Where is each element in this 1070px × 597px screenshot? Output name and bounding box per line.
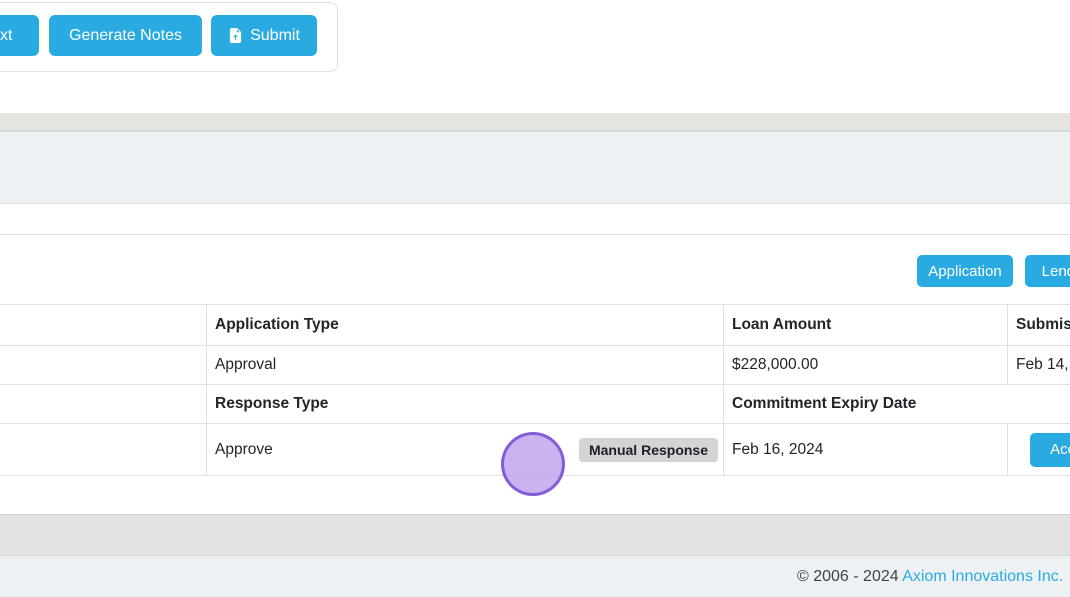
copyright-text: © 2006 - 2024	[797, 568, 899, 585]
application-details-table: Application Type Loan Amount Submission …	[0, 304, 1070, 476]
company-link[interactable]: Axiom Innovations Inc.	[902, 568, 1064, 585]
accept-cell: Accept	[1007, 423, 1070, 476]
empty-header-cell	[0, 384, 207, 424]
collapsed-section-bar[interactable]	[0, 113, 1070, 132]
click-indicator-circle	[501, 432, 565, 496]
submit-button[interactable]: Submit	[211, 15, 317, 56]
loan-amount-header: Loan Amount	[723, 304, 1008, 346]
response-type-cell: Approve Manual Response	[206, 423, 724, 476]
file-upload-icon	[228, 28, 243, 43]
empty-cell	[0, 423, 207, 476]
footer: © 2006 - 2024 Axiom Innovations Inc.	[0, 556, 1070, 597]
application-type-header: Application Type	[206, 304, 724, 346]
submission-date-header: Submission Date	[1007, 304, 1070, 346]
accept-button[interactable]: Accept	[1030, 432, 1070, 467]
footer-copyright: © 2006 - 2024 Axiom Innovations Inc.	[797, 568, 1063, 586]
next-button[interactable]: Next	[0, 15, 39, 56]
commitment-expiry-value: Feb 16, 2024	[723, 423, 1008, 476]
submission-date-value: Feb 14, 2024	[1007, 345, 1070, 385]
response-data-row: Approve Manual Response Feb 16, 2024 Acc…	[0, 423, 1070, 476]
bottom-section-bar	[0, 514, 1070, 556]
generate-notes-button[interactable]: Generate Notes	[49, 15, 202, 56]
application-header-row: Application Type Loan Amount Submission …	[0, 304, 1070, 346]
loan-amount-value: $228,000.00	[723, 345, 1008, 385]
response-type-value: Approve	[215, 440, 273, 458]
actions-card: Next Generate Notes Submit	[0, 2, 338, 72]
section-divider	[0, 234, 1070, 235]
summary-panel	[0, 132, 1070, 204]
manual-response-badge: Manual Response	[578, 437, 718, 462]
submit-button-label: Submit	[250, 26, 300, 44]
empty-header-cell	[0, 304, 207, 346]
application-type-value: Approval	[206, 345, 724, 385]
application-data-row: Approval $228,000.00 Feb 14, 2024	[0, 345, 1070, 385]
commitment-expiry-header: Commitment Expiry Date	[723, 384, 1070, 424]
lender-tab-button[interactable]: Lender	[1025, 255, 1070, 287]
empty-cell	[0, 345, 207, 385]
response-header-row: Response Type Commitment Expiry Date	[0, 384, 1070, 424]
application-tab-button[interactable]: Application	[917, 255, 1013, 287]
response-type-header: Response Type	[206, 384, 724, 424]
